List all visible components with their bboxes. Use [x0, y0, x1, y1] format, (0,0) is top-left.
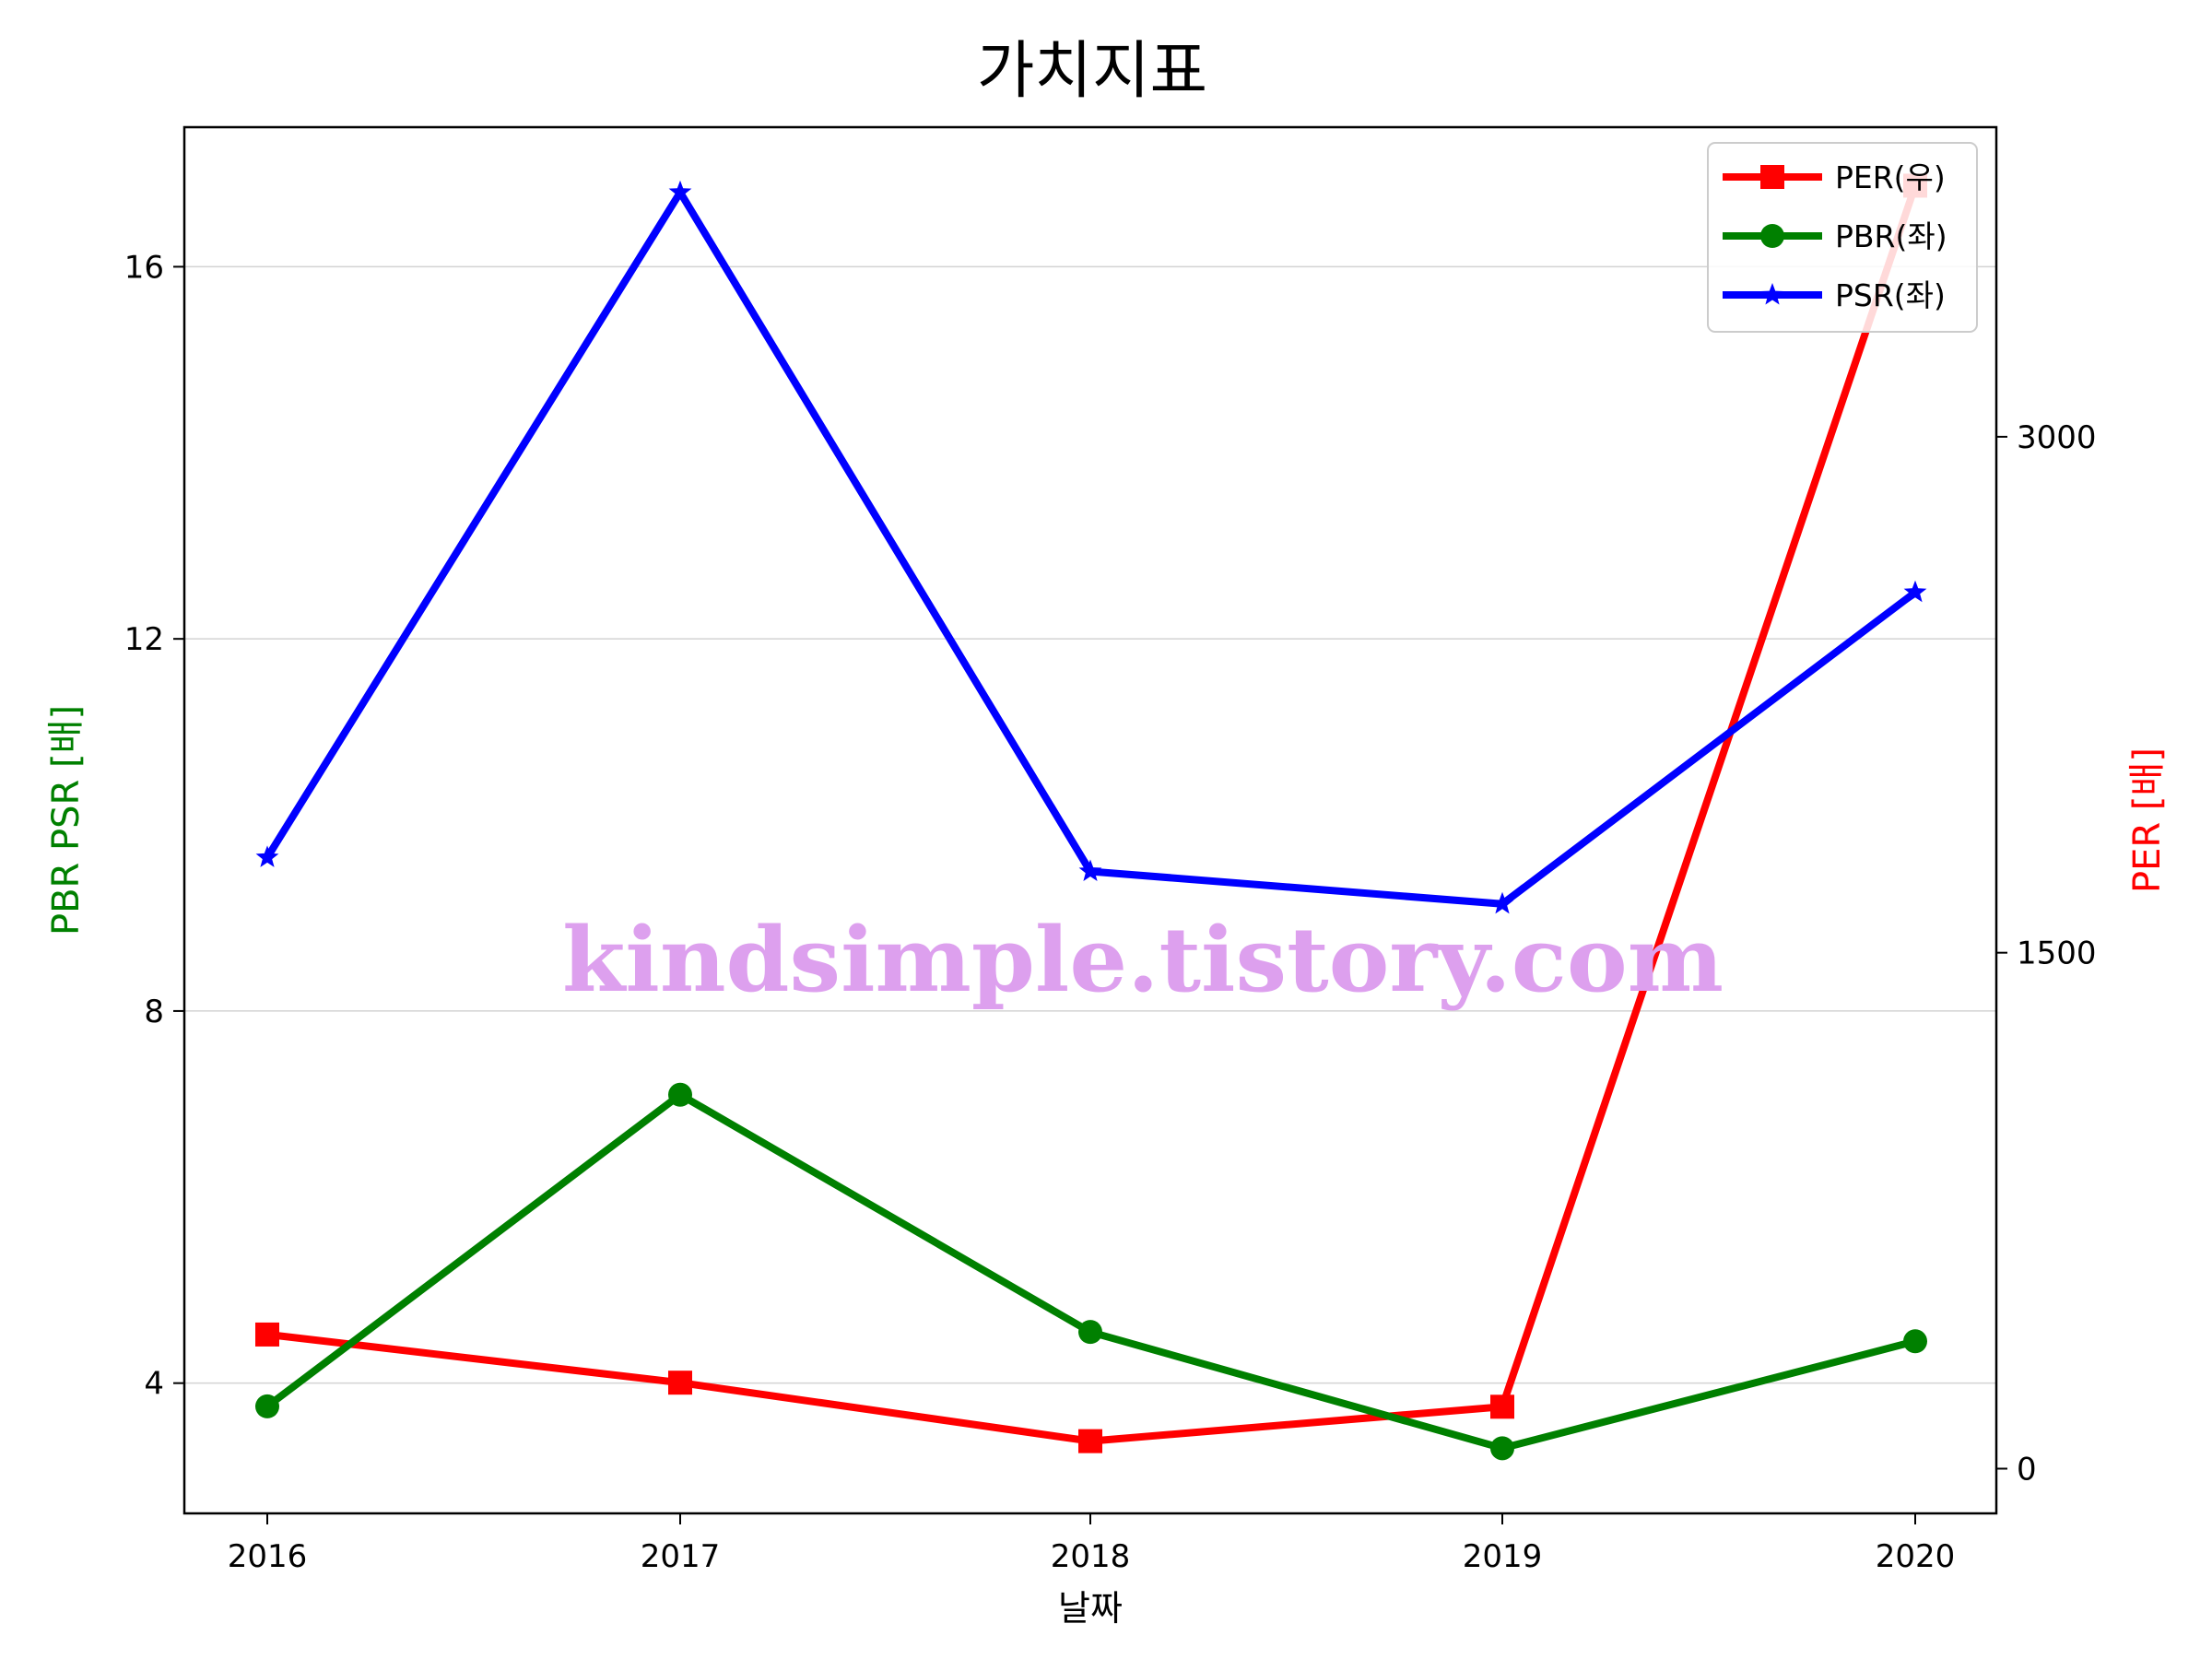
right-y-tick-label: 0	[2017, 1451, 2037, 1488]
x-tick-label: 2016	[228, 1538, 308, 1575]
left-y-axis-label: PBR PSR [배]	[45, 705, 88, 935]
series-line-star	[264, 188, 1918, 908]
legend-label: PSR(좌)	[1835, 277, 1946, 313]
x-tick-label: 2019	[1463, 1538, 1543, 1575]
data-point-star	[668, 180, 692, 203]
x-tick-label: 2018	[1051, 1538, 1131, 1575]
data-point-circle	[668, 1082, 692, 1107]
plot-frame	[182, 125, 1998, 1515]
left-y-tick-label: 8	[144, 994, 164, 1030]
x-tick-label: 2017	[641, 1538, 721, 1575]
legend: PER(우) PBR(좌) PSR(좌)	[1707, 142, 1978, 333]
data-point-circle	[1903, 1329, 1927, 1354]
data-point-star	[1078, 859, 1102, 881]
x-axis-ticks: 2016 2017 2018 2019 2020	[228, 1513, 1956, 1575]
data-point-circle	[255, 1394, 279, 1418]
data-point-circle	[1078, 1320, 1102, 1345]
chart-title: 가치지표	[977, 35, 1207, 108]
left-y-tick-label: 16	[124, 249, 164, 286]
legend-marker-circle	[1760, 224, 1784, 248]
x-axis-label: 날짜	[1058, 1588, 1123, 1629]
right-y-tick-label: 1500	[2017, 935, 2097, 972]
series-line-circle	[265, 1090, 1917, 1453]
legend-label: PBR(좌)	[1835, 218, 1947, 254]
left-y-tick-label: 12	[124, 621, 164, 658]
series-line-square	[266, 184, 1919, 1445]
data-point-circle	[1490, 1436, 1514, 1461]
data-point-square	[668, 1371, 692, 1395]
data-point-square	[1078, 1429, 1102, 1453]
x-tick-label: 2020	[1876, 1538, 1956, 1575]
grid-lines	[184, 265, 1996, 1384]
right-y-tick-label: 3000	[2017, 419, 2097, 456]
series-markers	[255, 173, 1927, 1461]
right-y-axis-label: PER [배]	[2126, 747, 2169, 893]
legend-marker-square	[1760, 165, 1784, 189]
right-y-axis-ticks: 0 1500 3000	[1996, 419, 2097, 1488]
left-y-tick-label: 4	[144, 1366, 164, 1403]
watermark-text: kindsimple.tistory.com	[562, 908, 1724, 1012]
legend-box	[1707, 142, 1978, 333]
legend-label: PER(우)	[1835, 159, 1946, 195]
data-point-star	[1903, 580, 1927, 603]
data-point-star	[255, 845, 279, 867]
legend-marker-star	[1760, 283, 1784, 305]
data-point-star	[1490, 891, 1514, 914]
data-point-square	[255, 1322, 279, 1347]
left-y-axis-ticks: 4 8 12 16	[124, 249, 184, 1403]
series-lines	[264, 184, 1919, 1453]
data-point-square	[1490, 1394, 1514, 1419]
